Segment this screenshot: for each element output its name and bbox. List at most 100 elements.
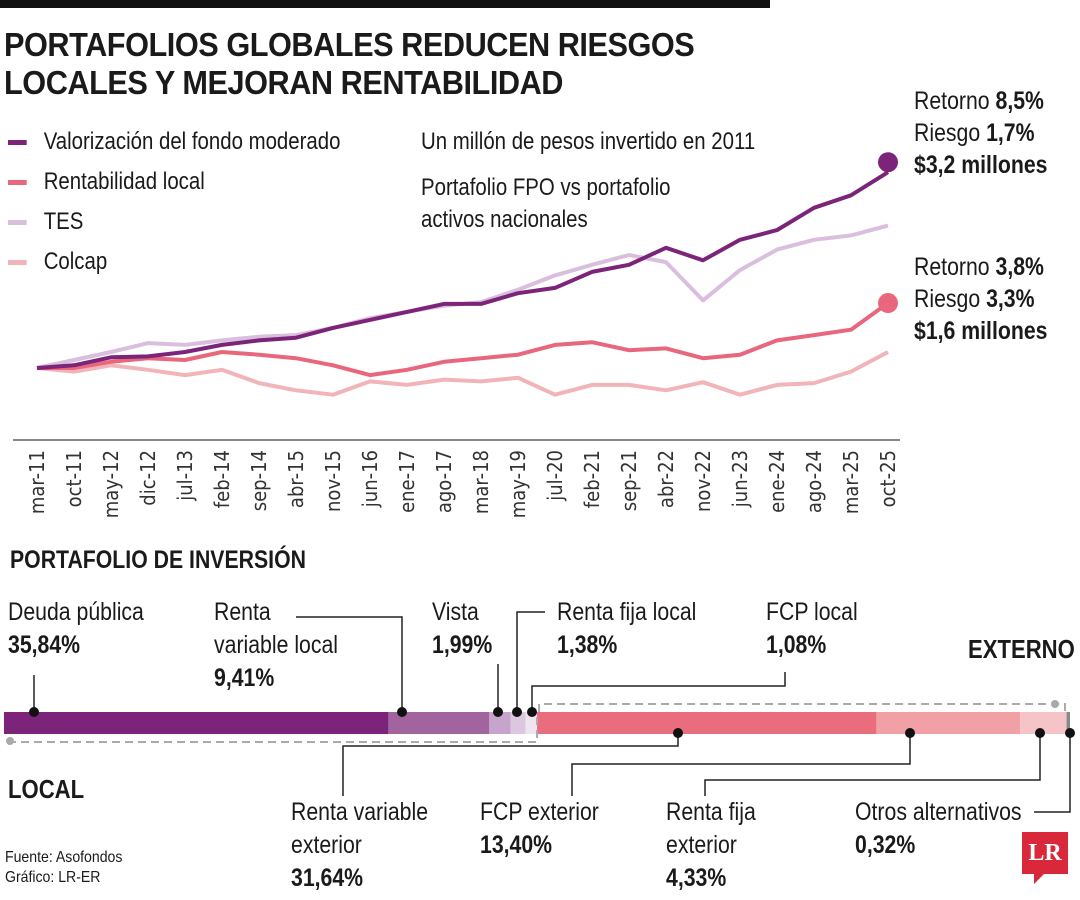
rv-exterior-leader — [342, 733, 679, 796]
x-tick-label: mar-25 — [840, 450, 863, 514]
legend-item-local: Rentabilidad local — [8, 168, 205, 196]
text: exterior — [291, 831, 362, 859]
text: FCP local — [766, 598, 858, 626]
text: exterior — [666, 831, 737, 859]
annotation-local: Retorno 3,8% Riesgo 3,3% $1,6 millones — [914, 251, 1047, 347]
value: 1,38% — [557, 631, 618, 659]
text: variable local — [214, 631, 339, 659]
local-label: LOCAL — [8, 774, 85, 804]
lr-logo: LR — [1022, 832, 1068, 884]
otros-leader — [1034, 733, 1071, 813]
fcp-exterior-leader — [571, 733, 911, 796]
legend-label: Rentabilidad local — [43, 168, 205, 195]
text: Renta fija — [666, 798, 756, 826]
x-tick-label: ago-17 — [433, 450, 456, 513]
x-tick-label: feb-14 — [211, 450, 234, 508]
text: Deuda pública — [8, 598, 144, 626]
x-tick-label: sep-21 — [618, 450, 641, 511]
note-comparison: Portafolio FPO vs portafolio activos nac… — [421, 172, 670, 236]
external-bracket-dot — [1051, 700, 1059, 708]
bar-segment — [510, 712, 526, 734]
bar-segment — [1020, 712, 1067, 734]
external-label: EXTERNO — [968, 634, 1075, 664]
value: 1,7% — [986, 119, 1035, 147]
x-tick-label: mar-18 — [470, 450, 493, 514]
portfolio-heading: PORTAFOLIO DE INVERSIÓN — [10, 546, 306, 574]
value: $1,6 millones — [914, 317, 1048, 345]
label-deuda: Deuda pública 35,84% — [8, 596, 144, 662]
value: 4,33% — [666, 864, 727, 892]
page-title: PORTAFOLIOS GLOBALES REDUCEN RIESGOS LOC… — [4, 26, 695, 102]
series-line-colcap — [36, 350, 889, 397]
value: 13,40% — [480, 831, 553, 859]
rf-exterior-leader — [704, 733, 1041, 796]
value: 3,8% — [995, 253, 1044, 281]
text: Renta — [214, 598, 271, 626]
value: 9,41% — [214, 664, 275, 692]
series-line-local — [37, 301, 890, 378]
rv-exterior-dot — [673, 728, 683, 738]
title-line-1: PORTAFOLIOS GLOBALES REDUCEN RIESGOS — [4, 26, 695, 63]
x-tick-label: nov-15 — [322, 450, 345, 512]
rf-local-leader — [516, 611, 545, 712]
label-rv-exterior: Renta variable exterior 31,64% — [291, 796, 428, 895]
vista-dot — [493, 707, 503, 717]
text: Renta fija local — [557, 598, 697, 626]
value: 35,84% — [8, 631, 81, 659]
label: Retorno — [914, 253, 990, 281]
end-marker-local — [878, 293, 898, 314]
bar-segment — [489, 712, 511, 734]
otros-dot — [1065, 728, 1075, 738]
bar-segment — [537, 712, 877, 734]
x-tick-label: nov-22 — [692, 450, 715, 512]
title-line-2: LOCALES Y MEJORAN RENTABILIDAD — [4, 64, 563, 101]
value: 1,99% — [432, 631, 493, 659]
legend-swatch — [8, 259, 27, 265]
x-tick-label: jul-20 — [544, 450, 567, 502]
x-tick-label: abr-22 — [655, 450, 678, 508]
legend-label: TES — [43, 208, 84, 235]
local-bracket-dot — [6, 737, 14, 745]
legend-item-tes: TES — [8, 208, 83, 236]
value: 1,08% — [766, 631, 827, 659]
x-tick-label: mar-11 — [26, 450, 49, 514]
note-line: Portafolio FPO vs portafolio — [421, 174, 671, 201]
legend-swatch — [8, 179, 27, 185]
legend-item-colcap: Colcap — [8, 248, 107, 276]
x-tick-label: ene-17 — [396, 450, 419, 513]
source: Fuente: Asofondos Gráfico: LR-ER — [5, 848, 122, 888]
value: 3,3% — [986, 285, 1035, 313]
note-investment: Un millón de pesos invertido en 2011 — [421, 128, 756, 155]
series-line-fondo — [36, 170, 890, 370]
text: Vista — [432, 598, 479, 626]
value: 0,32% — [855, 831, 916, 859]
label-vista: Vista 1,99% — [432, 596, 492, 662]
fcp-exterior-dot — [905, 728, 915, 738]
rv-local-dot — [397, 707, 407, 717]
label: Riesgo — [914, 119, 981, 147]
rv-local-leader — [296, 616, 403, 712]
label-otros: Otros alternativos 0,32% — [855, 796, 1022, 862]
value: 31,64% — [291, 864, 364, 892]
deuda-dot — [29, 707, 39, 717]
label: Riesgo — [914, 285, 981, 313]
x-tick-label: oct-25 — [877, 450, 900, 507]
x-tick-label: may-12 — [100, 450, 123, 518]
end-marker-fondo — [878, 152, 898, 173]
x-tick-label: jun-23 — [729, 450, 752, 508]
fcp-local-leader — [531, 672, 786, 712]
bar-segment — [525, 712, 538, 734]
fcp-local-dot — [527, 707, 537, 717]
x-tick-label: jul-13 — [174, 450, 197, 502]
bar-segment — [1066, 712, 1070, 734]
top-bar — [0, 0, 770, 8]
value: 8,5% — [995, 87, 1044, 115]
legend-swatch — [8, 219, 27, 225]
x-tick-label: ago-24 — [803, 450, 826, 513]
label-rv-local: Renta variable local 9,41% — [214, 596, 338, 695]
value: $3,2 millones — [914, 151, 1048, 179]
text: Otros alternativos — [855, 798, 1022, 826]
source-line: Fuente: Asofondos — [5, 849, 123, 866]
legend-label: Valorización del fondo moderado — [43, 128, 341, 155]
